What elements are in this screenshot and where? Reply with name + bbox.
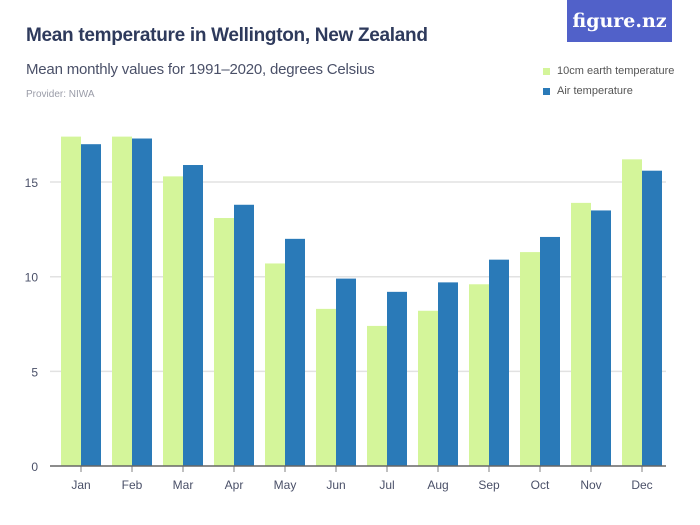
figure-nz-logo[interactable]: figure.nz [567,0,672,42]
bar-air [183,165,203,466]
x-tick-label: Mar [173,478,194,492]
x-tick-label: Dec [631,478,652,492]
x-tick-label: Nov [580,478,601,492]
bar-earth [367,325,387,466]
legend-label: Air temperature [557,85,633,97]
x-tick-label: Jan [71,478,90,492]
x-tick-label: Feb [122,478,143,492]
provider-label: Provider: NIWA [26,89,95,100]
bar-earth [622,159,642,467]
x-tick-label: Oct [531,478,550,492]
bar-air [489,259,509,466]
bar-air [540,236,560,466]
legend-item-air: Air temperature [543,81,674,101]
bar-earth [520,252,540,466]
y-tick-label: 10 [25,271,39,285]
bar-earth [316,308,336,466]
bar-earth [214,218,234,466]
chart-subtitle: Mean monthly values for 1991–2020, degre… [26,61,375,78]
bar-air [438,282,458,466]
bar-earth [469,284,489,466]
bar-air [81,144,101,466]
legend: 10cm earth temperature Air temperature [543,61,674,101]
legend-item-earth: 10cm earth temperature [543,61,674,81]
bar-earth [571,202,591,467]
bar-earth [61,136,81,467]
chart-title: Mean temperature in Wellington, New Zeal… [26,25,428,46]
y-tick-label: 5 [31,365,38,379]
bar-air [642,170,662,466]
bar-earth [163,176,183,466]
bar-earth [418,310,438,466]
legend-label: 10cm earth temperature [557,65,675,77]
bar-earth [265,263,285,466]
bar-air [234,204,254,467]
legend-swatch [543,67,550,75]
bar-air [285,238,305,466]
x-tick-label: Aug [427,478,448,492]
bar-air [132,138,152,467]
x-tick-label: May [274,478,297,492]
x-tick-label: Apr [225,478,244,492]
x-tick-label: Jul [379,478,394,492]
x-tick-label: Jun [326,478,345,492]
bar-air [591,210,611,466]
y-tick-label: 15 [25,176,39,190]
x-tick-label: Sep [478,478,500,492]
bar-air [336,278,356,466]
bar-air [387,291,407,466]
bar-earth [112,136,132,467]
legend-swatch [543,87,550,95]
y-tick-label: 0 [31,460,38,474]
